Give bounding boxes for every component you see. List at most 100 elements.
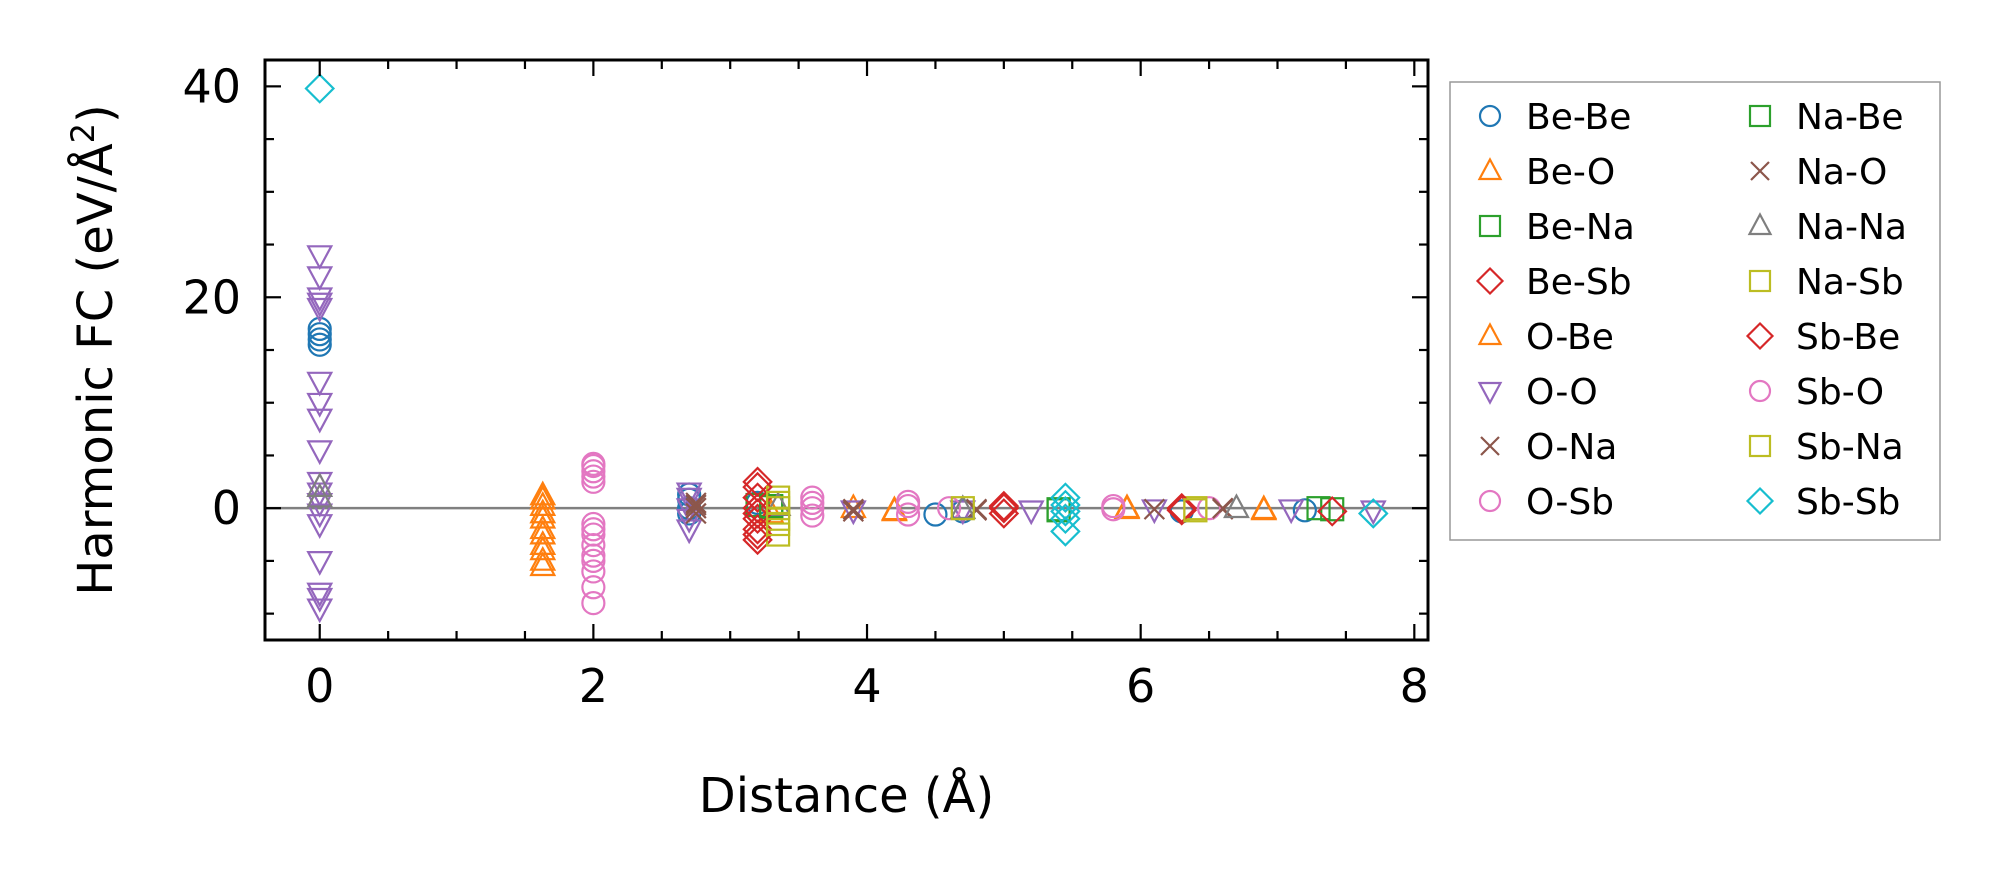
legend-label-be-na: Be-Na: [1526, 207, 1635, 248]
data-point-o-o-1: [306, 266, 334, 292]
legend-label-o-be: O-Be: [1526, 317, 1614, 358]
data-point-o-o-17: [306, 598, 334, 624]
x-tick-label: 4: [852, 659, 881, 713]
legend-marker-sb-sb: [1745, 486, 1775, 516]
legend-marker-o-sb: [1478, 489, 1502, 513]
legend-entry-be-na: Be-Na: [1478, 207, 1635, 248]
legend-label-be-o: Be-O: [1526, 152, 1615, 193]
data-point-sb-na-2: [1183, 498, 1208, 523]
data-point-o-o-4: [306, 297, 334, 323]
data-point-be-be-9: [923, 502, 948, 527]
legend-marker-na-be: [1748, 104, 1772, 128]
legend-marker-na-na: [1747, 212, 1773, 236]
data-point-be-be-1: [307, 322, 332, 347]
data-point-o-sb-18: [1196, 496, 1222, 521]
legend-entry-na-na: Na-Na: [1747, 207, 1907, 248]
legend-marker-sb-o: [1748, 379, 1772, 403]
data-point-sb-sb-3: [1050, 496, 1081, 527]
legend-label-o-o: O-O: [1526, 372, 1598, 413]
data-point-sb-o-1: [581, 517, 606, 542]
series-na-o: [685, 494, 1234, 520]
data-point-o-o-27: [1277, 499, 1305, 525]
data-point-o-sb-10: [581, 590, 606, 616]
data-point-be-be-0: [307, 316, 332, 342]
data-point-sb-sb-4: [1050, 503, 1081, 535]
x-tick-label: 2: [579, 659, 608, 713]
data-point-o-sb-7: [581, 543, 606, 568]
data-point-o-o-15: [306, 582, 334, 608]
legend-label-na-na: Na-Na: [1796, 207, 1907, 248]
data-point-be-o-4: [529, 535, 557, 561]
data-point-na-be-2: [1306, 496, 1331, 521]
legend-marker-na-sb: [1748, 269, 1772, 293]
data-point-na-na-1: [306, 482, 334, 508]
data-point-o-sb-9: [581, 575, 606, 600]
data-point-be-o-2: [529, 503, 557, 529]
data-point-sb-sb-5: [1050, 516, 1081, 547]
series-sb-sb: [304, 73, 1389, 547]
data-point-o-sb-6: [581, 532, 606, 558]
data-point-sb-sb-6: [1357, 498, 1389, 529]
series-sb-na: [765, 490, 1208, 537]
legend-marker-be-be: [1478, 104, 1502, 128]
legend-marker-be-sb: [1475, 266, 1505, 296]
data-point-o-o-13: [306, 514, 334, 539]
legend-marker-be-na: [1478, 214, 1502, 238]
data-point-na-o-3: [1212, 497, 1234, 519]
data-point-na-na-4: [1223, 493, 1250, 519]
data-point-o-o-14: [306, 551, 334, 576]
legend-entry-sb-be: Sb-Be: [1745, 317, 1900, 358]
legend-label-sb-o: Sb-O: [1796, 372, 1884, 413]
data-point-o-sb-13: [800, 503, 825, 528]
legend-entry-o-o: O-O: [1477, 372, 1598, 413]
data-point-sb-sb-0: [304, 73, 336, 104]
data-point-o-be-0: [529, 484, 557, 510]
legend-box: [1449, 81, 1941, 541]
data-point-sb-o-2: [581, 548, 606, 574]
legend-label-o-sb: O-Sb: [1526, 482, 1614, 523]
data-point-be-sb-6: [988, 492, 1020, 524]
data-point-sb-o-0: [581, 453, 606, 479]
data-point-o-o-25: [1017, 500, 1045, 526]
legend-label-o-na: O-Na: [1526, 427, 1617, 468]
data-point-be-sb-8: [1166, 494, 1198, 526]
legend-entry-na-sb: Na-Sb: [1748, 262, 1904, 303]
legend-label-sb-na: Sb-Na: [1796, 427, 1904, 468]
data-point-na-o-1: [842, 498, 865, 520]
data-point-o-o-6: [306, 392, 334, 418]
x-axis-label: Distance (Å): [699, 767, 994, 824]
data-point-na-na-0: [306, 472, 334, 497]
legend-marker-o-na: [1480, 436, 1500, 456]
data-point-na-na-3: [949, 494, 977, 520]
series-sb-be: [742, 471, 1348, 550]
legend-entry-be-be: Be-Be: [1478, 97, 1631, 138]
data-point-o-sb-15: [895, 502, 921, 527]
data-point-o-be-3: [529, 530, 557, 555]
legend-marker-o-o: [1477, 381, 1503, 405]
legend-entry-o-be: O-Be: [1477, 317, 1614, 358]
data-point-o-o-0: [306, 245, 334, 271]
data-point-o-na-5: [1143, 498, 1166, 520]
data-point-be-be-2: [307, 327, 332, 352]
series-sb-o: [581, 453, 1126, 574]
data-point-o-o-18: [675, 482, 703, 508]
data-point-o-o-26: [1140, 499, 1168, 525]
legend-entry-sb-o: Sb-O: [1748, 372, 1884, 413]
data-point-o-be-8: [1250, 494, 1278, 520]
data-point-o-o-24: [949, 500, 977, 526]
data-point-o-sb-16: [937, 496, 962, 521]
data-point-na-sb-4: [950, 496, 975, 521]
series-o-o: [306, 245, 1387, 624]
data-point-be-be-12: [1292, 498, 1317, 523]
data-point-be-be-3: [307, 332, 332, 357]
legend-marker-sb-na: [1748, 434, 1772, 458]
data-point-o-o-5: [306, 371, 334, 397]
data-point-o-na-1: [685, 497, 707, 519]
series-o-sb: [581, 451, 1222, 616]
data-point-o-sb-11: [800, 485, 825, 510]
legend-label-sb-sb: Sb-Sb: [1796, 482, 1900, 523]
data-point-sb-sb-1: [1050, 482, 1081, 513]
data-point-o-sb-8: [581, 559, 606, 584]
legend-marker-o-be: [1477, 322, 1503, 346]
